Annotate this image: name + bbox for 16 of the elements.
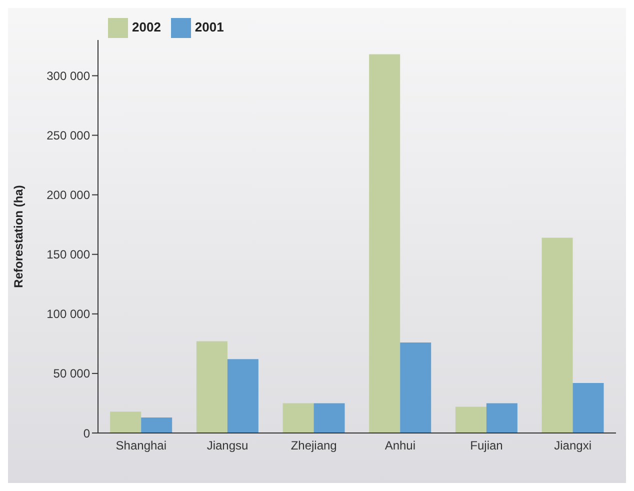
x-tick-label: Fujian (470, 438, 503, 453)
y-tick-label: 200 000 (46, 188, 90, 202)
legend-label: 2001 (194, 19, 224, 34)
y-tick-label: 100 000 (46, 307, 90, 322)
x-tick-label: Jiangxi (554, 438, 592, 453)
y-tick-label: 0 (83, 426, 90, 440)
y-axis-title: Reforestation (ha) (11, 185, 26, 288)
y-tick-label: 300 000 (46, 68, 90, 83)
x-tick-label: Zhejiang (290, 438, 337, 453)
y-tick-label: 250 000 (46, 128, 90, 143)
x-tick-label: Shanghai (116, 438, 167, 453)
y-tick-label: 50 000 (53, 366, 90, 381)
x-tick-label: Anhui (384, 438, 416, 453)
y-tick-label: 150 000 (46, 248, 90, 262)
x-tick-label: Jiangsu (206, 438, 248, 453)
legend-label: 2002 (132, 19, 161, 34)
